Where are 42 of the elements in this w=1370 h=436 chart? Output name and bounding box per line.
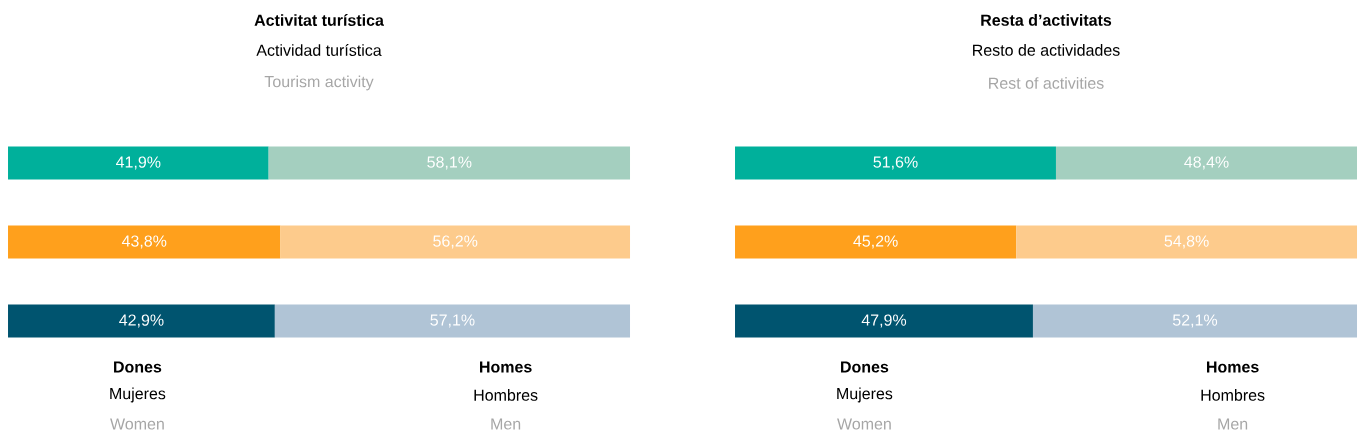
text: Rest of activities [989, 77, 1104, 89]
text: Dones [841, 361, 889, 373]
data-label: 51,6% [873, 156, 918, 170]
data-label: 43,8% [121, 235, 167, 249]
data-label: 54,8% [1164, 235, 1209, 249]
bar [8, 225, 281, 259]
data-label: 56,2% [433, 235, 478, 249]
bar [735, 225, 1017, 259]
text: Tourism activity [264, 75, 374, 91]
data-label: 52,1% [1172, 314, 1218, 328]
bar [280, 225, 631, 259]
text: Dones [114, 361, 162, 373]
data-label: 41,9% [116, 156, 161, 170]
bar [8, 304, 275, 338]
text: Homes [480, 361, 532, 373]
chart-subtitle: Resto de actividades [973, 44, 1120, 56]
bar [735, 304, 1033, 338]
text: Mujeres [110, 387, 166, 403]
data-label: 47,9% [861, 314, 907, 328]
text: Men [491, 418, 521, 430]
bar [1055, 146, 1358, 180]
bar [8, 146, 269, 180]
data-label: 57,1% [430, 314, 475, 328]
chart-subtitle: Actividad turística [256, 44, 382, 56]
chart-title: Resta d’activitats [981, 14, 1112, 26]
text: Women [837, 418, 891, 430]
bar [1016, 225, 1358, 259]
bar [1032, 304, 1358, 338]
data-label: 42,9% [119, 314, 164, 328]
data-label: 48,4% [1184, 156, 1229, 170]
text: Mujeres [837, 387, 893, 403]
bar [274, 304, 631, 338]
text: Men [1218, 418, 1248, 430]
text: Hombres [474, 389, 538, 401]
chart-title: Activitat turística [254, 14, 384, 26]
data-label: 58,1% [427, 156, 472, 170]
bar [735, 146, 1056, 180]
text: Hombres [1201, 389, 1265, 401]
text: Homes [1207, 361, 1259, 373]
text: Women [110, 418, 164, 430]
data-label: 45,2% [853, 235, 898, 249]
bar [268, 146, 631, 180]
